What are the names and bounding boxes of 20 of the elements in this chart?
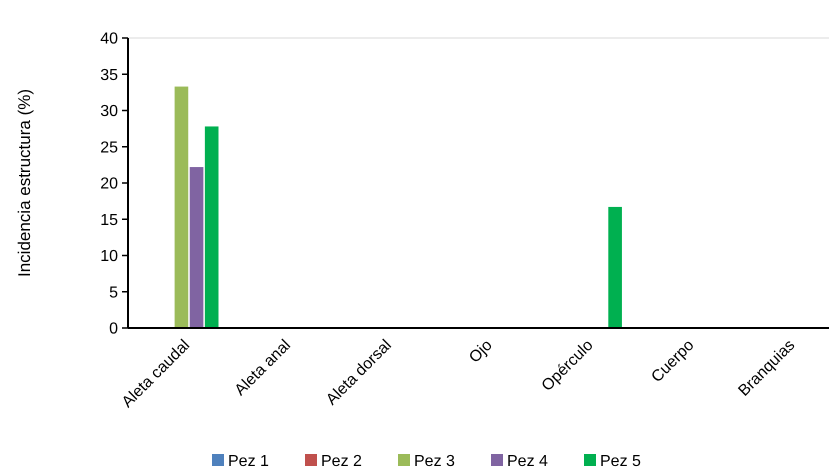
bar (174, 86, 188, 328)
y-tick-label: 5 (109, 284, 118, 302)
y-tick-label: 20 (100, 176, 118, 193)
bar (190, 167, 204, 328)
y-tick-label: 30 (100, 103, 118, 120)
y-tick-label: 35 (100, 66, 118, 84)
legend-label: Pez 1 (228, 453, 270, 470)
legend-label: Pez 2 (321, 453, 362, 470)
bar (608, 206, 622, 328)
y-tick-label: 25 (100, 139, 118, 156)
x-tick-label: Ojo (466, 336, 496, 366)
legend-label: Pez 5 (600, 453, 642, 470)
legend-label: Pez 4 (507, 453, 548, 470)
y-tick-label: 0 (109, 320, 118, 338)
y-tick-label: 40 (100, 30, 118, 48)
legend-label: Pez 3 (414, 453, 456, 470)
y-tick-label: 15 (100, 212, 118, 229)
y-axis-title: Incidencia estructura (%) (15, 88, 34, 278)
bar (204, 126, 218, 328)
y-tick-label: 10 (100, 248, 118, 266)
